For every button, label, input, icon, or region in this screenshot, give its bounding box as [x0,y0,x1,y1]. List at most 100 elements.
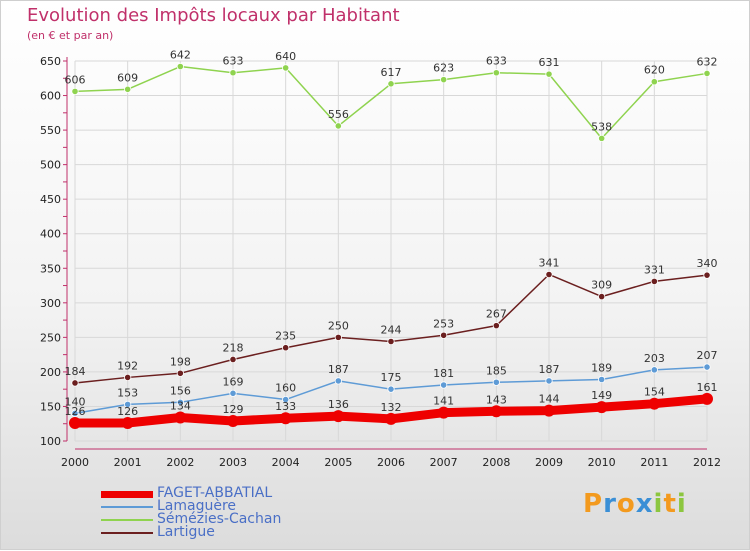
data-label: 642 [170,49,191,62]
data-point [71,409,79,417]
y-tick-label: 350 [40,262,61,275]
legend-label: Lamaguère [157,498,237,514]
x-tick-label: 2008 [482,456,510,469]
y-tick-label: 550 [40,124,61,137]
data-point [545,70,553,78]
data-point [492,322,500,330]
data-point [437,406,450,419]
data-point [124,400,132,408]
data-point [440,331,448,339]
data-label: 132 [381,401,402,414]
data-point [229,355,237,364]
data-point [440,76,448,84]
logo-letter: o [616,489,636,519]
data-label: 623 [433,62,454,75]
y-tick-label: 300 [40,297,61,310]
data-label: 235 [275,330,296,343]
data-label: 244 [381,324,402,337]
x-tick-label: 2002 [166,456,194,469]
data-label: 620 [644,64,665,77]
data-label: 203 [644,352,665,365]
data-point [71,87,79,96]
data-label: 617 [381,66,402,79]
y-tick-label: 400 [40,228,61,241]
data-point [492,69,500,77]
data-point [440,381,448,389]
data-point [492,378,500,386]
data-label: 331 [644,263,665,276]
data-point [282,395,290,404]
data-point [650,78,658,86]
data-label: 133 [275,400,296,413]
logo-letter: P [583,489,604,519]
data-label: 169 [223,375,244,388]
chart-subtitle: (en € et par an) [27,29,114,42]
data-point [703,271,711,279]
y-tick-label: 650 [40,55,61,68]
x-tick-label: 2012 [693,456,721,469]
data-point [385,412,397,425]
proxiti-logo: Proxiti [583,489,687,519]
data-label: 267 [486,308,507,321]
y-tick-label: 250 [40,331,61,344]
legend-swatch [101,519,153,521]
data-point [176,398,184,406]
data-label: 187 [328,363,349,376]
data-label: 161 [697,381,718,394]
data-label: 143 [486,393,507,406]
data-point [282,344,290,352]
x-tick-label: 2005 [324,456,352,469]
data-point [124,85,132,93]
logo-letter: x [635,489,654,519]
x-tick-label: 2009 [535,456,563,469]
y-tick-label: 100 [40,435,61,448]
data-label: 154 [644,386,665,399]
data-point [279,412,292,425]
logo-letter: t [663,489,677,519]
data-label: 606 [65,73,86,86]
legend-label: FAGET-ABBATIAL [157,485,273,501]
x-tick-label: 2011 [640,456,668,469]
data-point [334,122,342,130]
data-label: 126 [117,405,138,418]
data-label: 340 [697,257,718,270]
data-point [176,369,184,377]
data-point [124,373,132,382]
logo-letter: i [653,489,664,519]
x-tick-label: 2001 [114,456,142,469]
legend-swatch [101,491,153,498]
data-label: 175 [381,371,402,384]
data-label: 309 [591,279,612,292]
data-point [595,401,608,414]
y-tick-label: 450 [40,193,61,206]
data-point [229,389,237,397]
data-label: 129 [223,403,244,416]
data-point [598,292,606,301]
data-point [545,377,553,385]
logo-letter: i [676,489,687,519]
data-label: 144 [539,393,560,406]
data-label: 250 [328,319,349,332]
data-label: 538 [591,120,612,133]
data-label: 192 [117,359,138,372]
data-point [703,69,711,78]
data-point [545,270,553,279]
logo-letter: r [603,489,617,519]
data-label: 141 [433,395,454,408]
data-label: 185 [486,364,507,377]
y-tick-label: 500 [40,159,61,172]
data-label: 189 [591,362,612,375]
data-point [650,277,658,285]
y-tick-label: 150 [40,400,61,413]
data-label: 198 [170,355,191,368]
data-point [334,333,342,341]
data-label: 633 [486,55,507,68]
data-label: 184 [65,365,86,378]
x-tick-label: 2000 [61,456,89,469]
data-label: 156 [170,384,191,397]
data-label: 187 [539,363,560,376]
x-tick-label: 2006 [377,456,405,469]
data-point [387,337,395,346]
legend-label: Lartigue [157,524,215,540]
